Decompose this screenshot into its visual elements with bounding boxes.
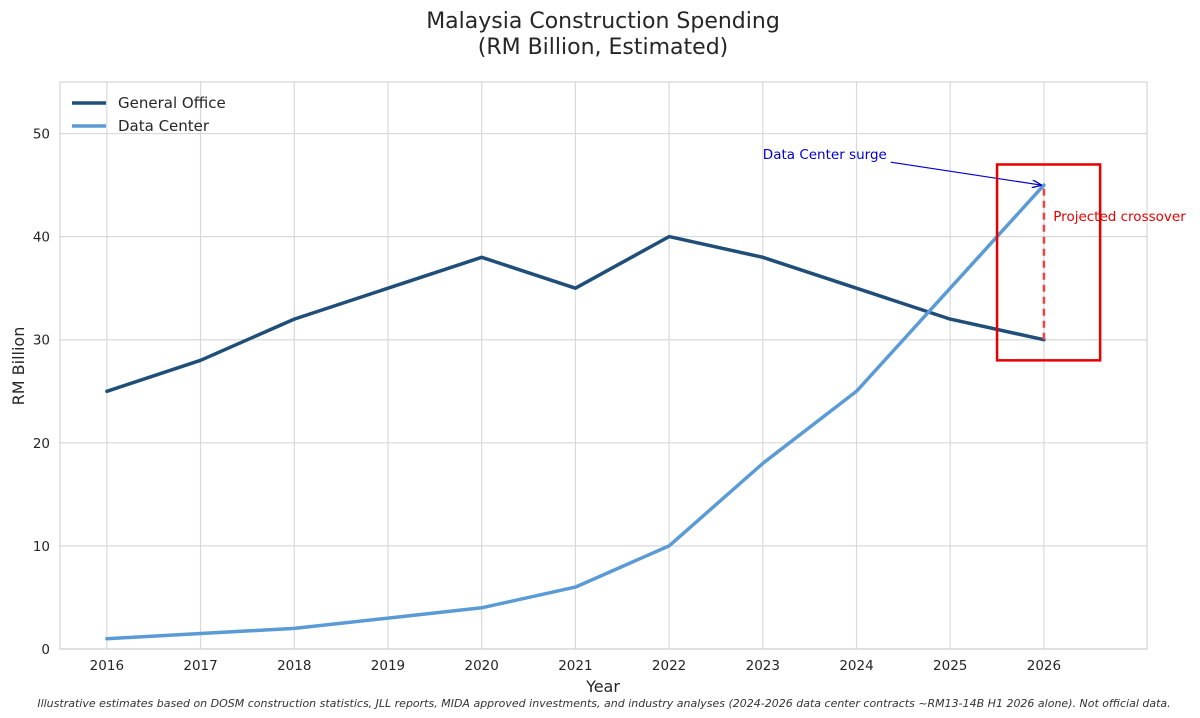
x-tick-label: 2018 [277,658,311,674]
surge-arrow [890,161,1041,185]
legend: General Office Data Center [72,94,226,135]
y-tick-label: 50 [33,127,50,143]
series-line-general-office [105,234,1046,394]
x-tick-label: 2021 [558,658,592,674]
y-tick-label: 20 [33,436,50,452]
y-tick-label: 0 [41,642,50,658]
y-tick-label: 40 [33,230,50,246]
legend-label-data-center: Data Center [118,117,210,135]
x-tick-label: 2022 [652,658,686,674]
grid [60,82,1147,650]
x-tick-labels: 2016 2017 2018 2019 2020 2021 2022 2023 2024 2025… [90,658,1061,674]
x-tick-label: 2026 [1027,658,1061,674]
chart-title: Malaysia Construction Spending [426,9,780,34]
y-tick-label: 30 [33,333,50,349]
annotations: Data Center surge Projected crossover [763,147,1186,362]
y-axis-label: RM Billion [9,327,28,406]
chart-subtitle: (RM Billion, Estimated) [478,35,729,60]
series-line-data-center [105,183,1046,641]
x-tick-label: 2023 [746,658,780,674]
highlight-box [995,163,1102,362]
x-tick-label: 2020 [465,658,499,674]
plot-frame [59,81,1148,650]
footnote: Illustrative estimates based on DOSM con… [37,697,1170,710]
x-tick-label: 2019 [371,658,405,674]
y-tick-label: 10 [33,539,50,555]
crossover-annotation-text: Projected crossover [1053,209,1186,225]
x-axis-label: Year [585,677,620,696]
y-tick-labels: 0 10 20 30 40 50 [33,127,50,658]
x-tick-label: 2017 [183,658,217,674]
series-lines [105,183,1046,641]
x-tick-label: 2024 [839,658,873,674]
x-tick-label: 2016 [90,658,124,674]
legend-label-general-office: General Office [118,94,226,112]
surge-annotation-text: Data Center surge [763,147,887,163]
x-tick-label: 2025 [933,658,967,674]
